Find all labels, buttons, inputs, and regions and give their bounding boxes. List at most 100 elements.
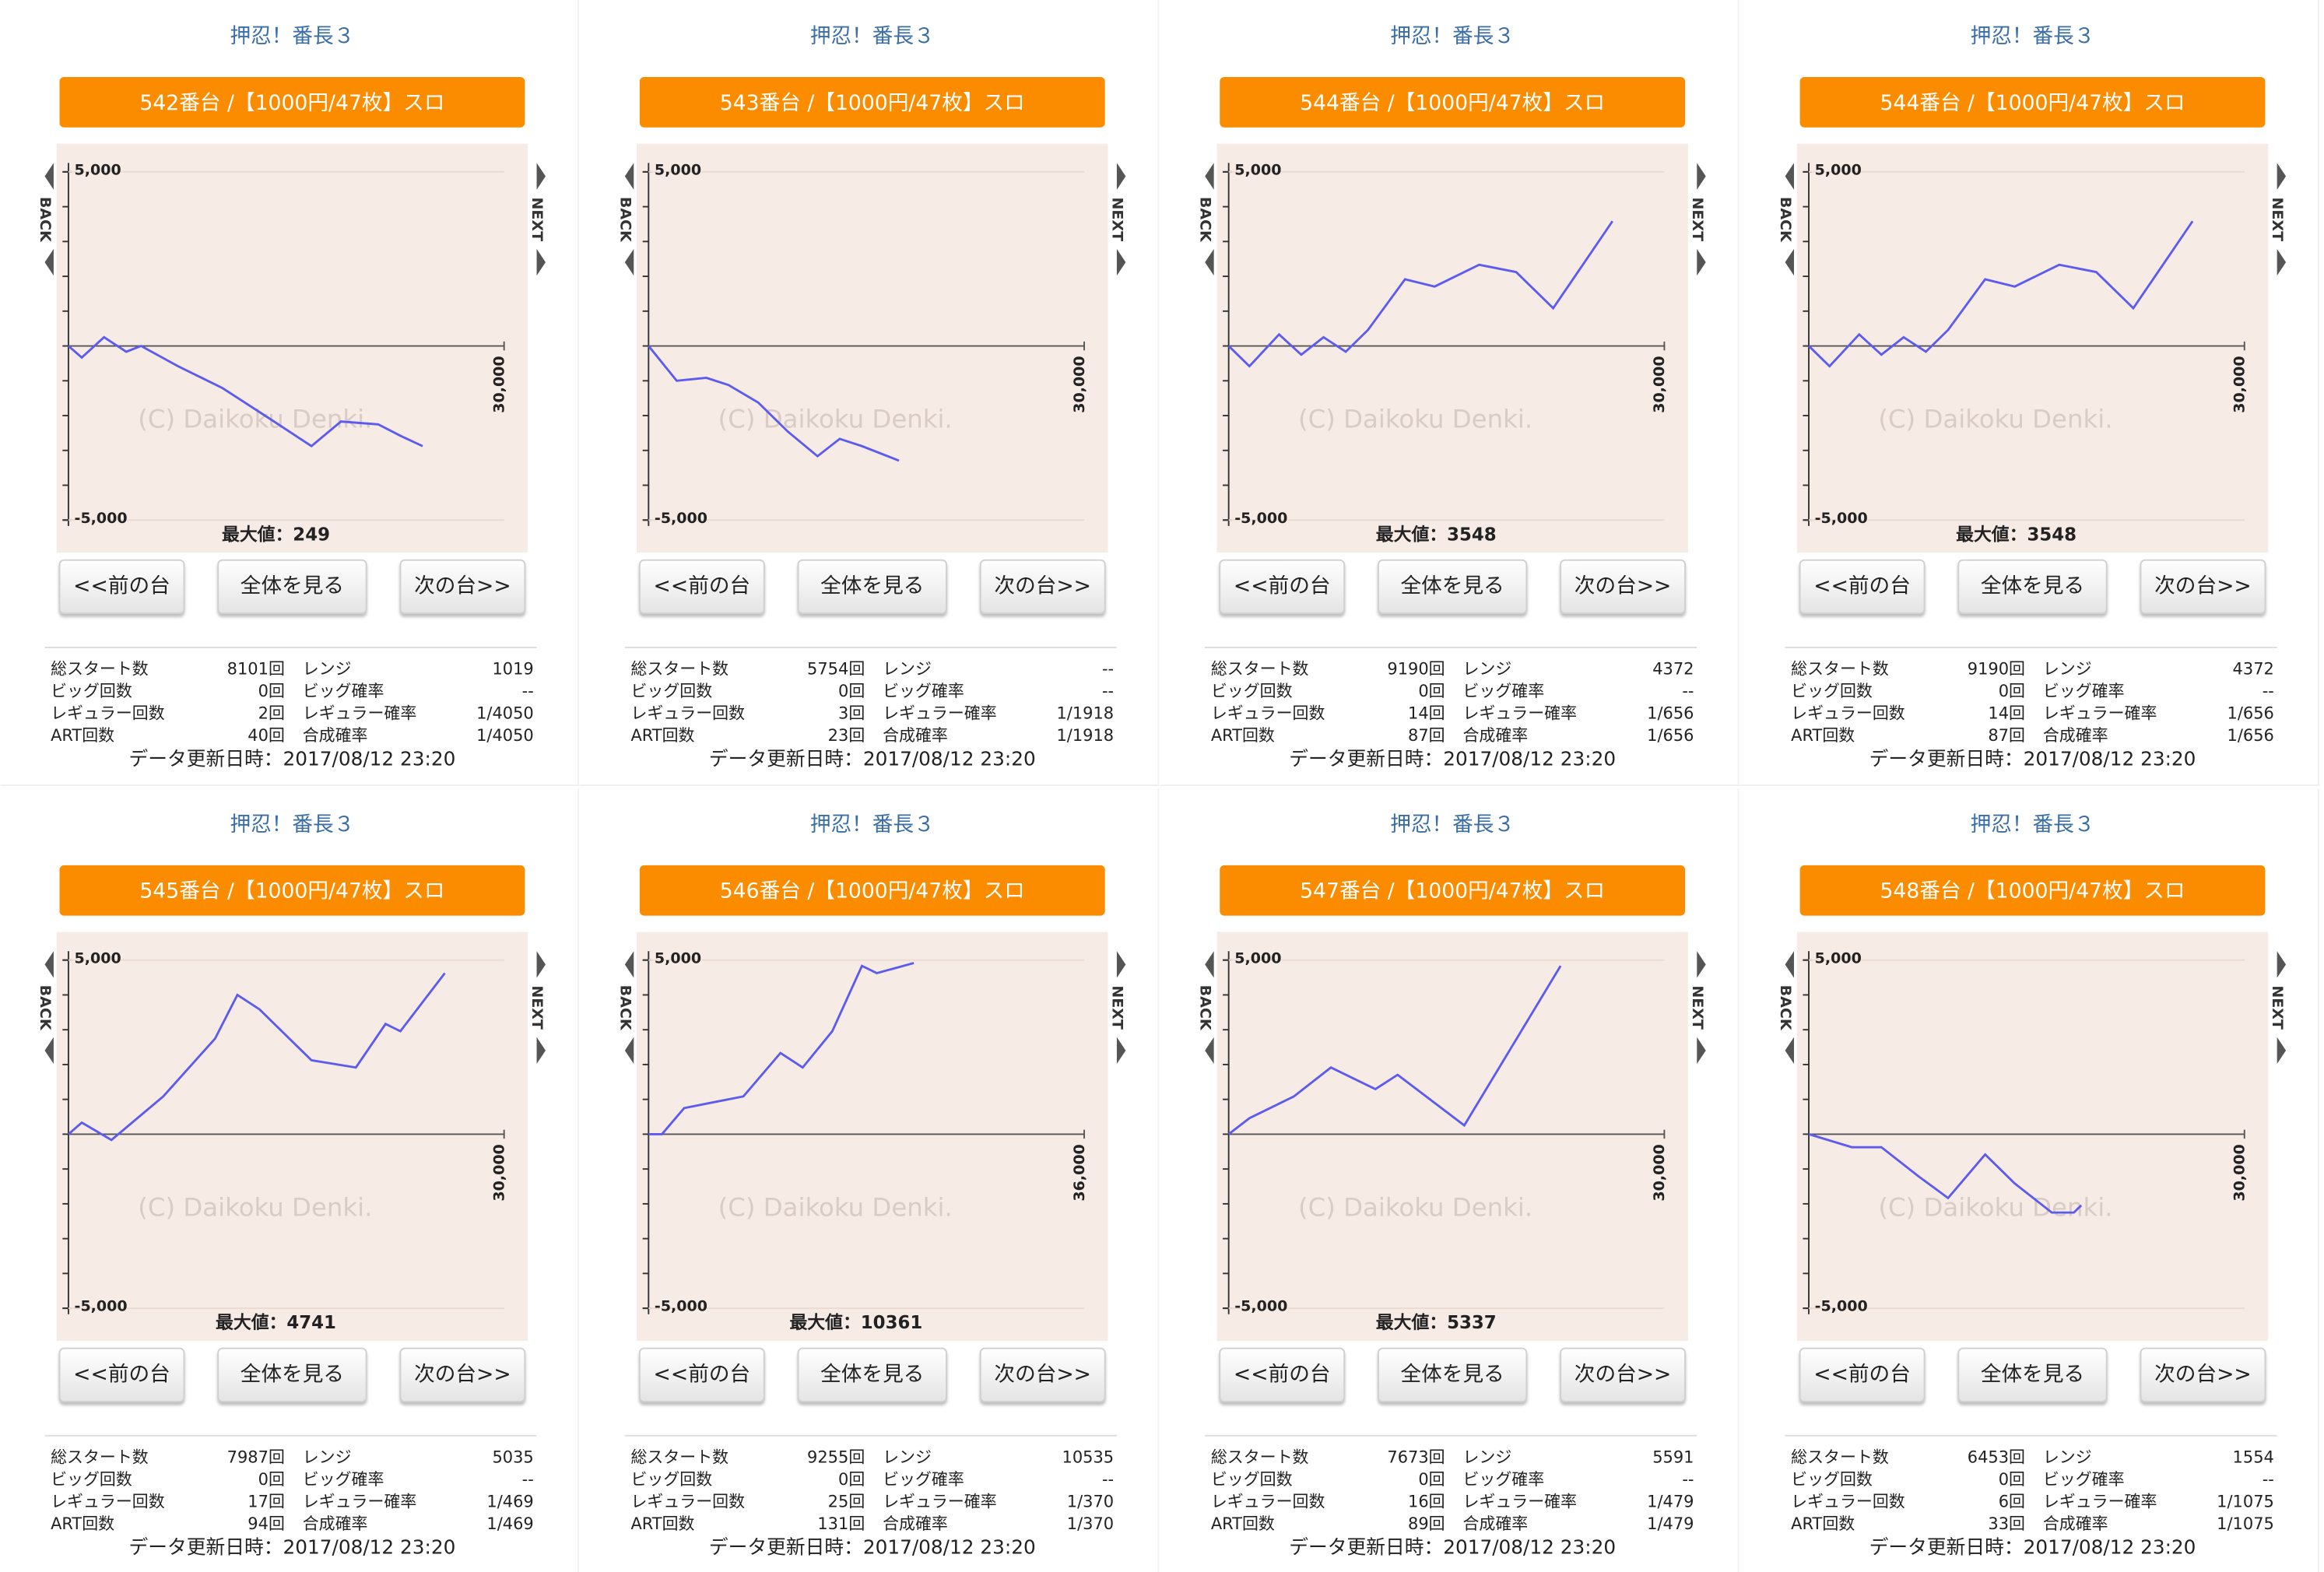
next-arrow[interactable] [1697, 248, 1706, 276]
back-label[interactable]: BACK [616, 985, 634, 1031]
nav-button-label[interactable]: 全体を見る [240, 1362, 344, 1386]
nav-button[interactable] [638, 1347, 765, 1403]
nav-button-label[interactable]: 全体を見る [240, 574, 344, 598]
nav-button-label[interactable]: 次の台>> [414, 574, 511, 598]
nav-button[interactable] [1560, 1347, 1687, 1403]
nav-button[interactable] [797, 1347, 947, 1403]
nav-button[interactable] [399, 559, 526, 615]
back-label[interactable]: BACK [1197, 985, 1214, 1031]
nav-button-label[interactable]: 次の台>> [414, 1362, 511, 1386]
nav-button-label[interactable]: 全体を見る [1401, 574, 1504, 598]
nav-button-label[interactable]: 次の台>> [994, 1362, 1091, 1386]
nav-button-label[interactable]: 次の台>> [2154, 1362, 2252, 1386]
nav-button-label[interactable]: <<前の台 [73, 1362, 170, 1386]
nav-button-label[interactable]: 次の台>> [2154, 574, 2252, 598]
next-arrow[interactable] [536, 163, 546, 190]
back-arrow[interactable] [1785, 163, 1794, 190]
back-label[interactable]: BACK [37, 197, 54, 243]
back-arrow[interactable] [44, 951, 54, 978]
nav-button[interactable] [1378, 559, 1528, 615]
next-label[interactable]: NEXT [1689, 985, 1706, 1030]
nav-button-label[interactable]: <<前の台 [73, 574, 170, 598]
back-arrow[interactable] [624, 1037, 634, 1064]
next-arrow[interactable] [1697, 951, 1706, 978]
next-arrow[interactable] [2277, 248, 2287, 276]
nav-button[interactable] [1799, 559, 1926, 615]
back-arrow[interactable] [1205, 248, 1214, 276]
next-arrow[interactable] [536, 1037, 546, 1064]
nav-button[interactable] [1957, 1347, 2108, 1403]
next-label[interactable]: NEXT [2269, 985, 2286, 1030]
data-line [1227, 965, 1562, 1135]
next-label[interactable]: NEXT [1108, 197, 1125, 241]
nav-button[interactable] [58, 559, 185, 615]
nav-button-label[interactable]: 次の台>> [1574, 574, 1672, 598]
nav-button[interactable] [217, 559, 367, 615]
nav-button[interactable] [1560, 559, 1687, 615]
nav-button-label[interactable]: 全体を見る [820, 1362, 924, 1386]
nav-button[interactable] [1957, 559, 2108, 615]
nav-button-label[interactable]: 次の台>> [1574, 1362, 1672, 1386]
back-label[interactable]: BACK [1197, 197, 1214, 243]
nav-button[interactable] [1378, 1347, 1528, 1403]
back-arrow[interactable] [44, 248, 54, 276]
back-arrow[interactable] [1205, 163, 1214, 190]
nav-button[interactable] [217, 1347, 367, 1403]
next-arrow[interactable] [1116, 951, 1126, 978]
back-label[interactable]: BACK [1777, 985, 1794, 1031]
back-arrow[interactable] [44, 1037, 54, 1064]
nav-button[interactable] [399, 1347, 526, 1403]
back-arrow[interactable] [1785, 951, 1794, 978]
stat-value: 1/4050 [476, 726, 534, 745]
nav-button-label[interactable]: <<前の台 [654, 1362, 751, 1386]
back-arrow[interactable] [44, 163, 54, 190]
next-label[interactable]: NEXT [528, 197, 546, 241]
back-arrow[interactable] [624, 248, 634, 276]
nav-button[interactable] [1799, 1347, 1926, 1403]
next-arrow[interactable] [2277, 1037, 2287, 1064]
back-arrow[interactable] [1205, 1037, 1214, 1064]
nav-button-label[interactable]: <<前の台 [654, 574, 751, 598]
back-arrow[interactable] [624, 163, 634, 190]
next-arrow[interactable] [2277, 951, 2287, 978]
next-arrow[interactable] [1116, 163, 1126, 190]
back-arrow[interactable] [624, 951, 634, 978]
next-label[interactable]: NEXT [1108, 985, 1125, 1030]
nav-button-label[interactable]: 全体を見る [1981, 574, 2084, 598]
data-line [648, 962, 915, 1135]
next-label[interactable]: NEXT [2269, 197, 2286, 241]
next-arrow[interactable] [1116, 248, 1126, 276]
nav-button[interactable] [2140, 1347, 2266, 1403]
nav-button-label[interactable]: <<前の台 [1234, 574, 1331, 598]
nav-button[interactable] [58, 1347, 185, 1403]
next-arrow[interactable] [536, 951, 546, 978]
back-label[interactable]: BACK [616, 197, 634, 243]
next-label[interactable]: NEXT [1689, 197, 1706, 241]
nav-button-label[interactable]: 全体を見る [820, 574, 924, 598]
stat-value: 1019 [492, 660, 533, 679]
nav-button[interactable] [1219, 559, 1346, 615]
back-arrow[interactable] [1785, 248, 1794, 276]
next-arrow[interactable] [1697, 163, 1706, 190]
next-arrow[interactable] [1697, 1037, 1706, 1064]
next-arrow[interactable] [1116, 1037, 1126, 1064]
back-arrow[interactable] [1785, 1037, 1794, 1064]
nav-button-label[interactable]: <<前の台 [1813, 574, 1911, 598]
next-label[interactable]: NEXT [528, 985, 546, 1030]
nav-button[interactable] [797, 559, 947, 615]
nav-button[interactable] [1219, 1347, 1346, 1403]
nav-button-label[interactable]: 全体を見る [1401, 1362, 1504, 1386]
nav-button-label[interactable]: 次の台>> [994, 574, 1091, 598]
next-arrow[interactable] [2277, 163, 2287, 190]
next-arrow[interactable] [536, 248, 546, 276]
back-arrow[interactable] [1205, 951, 1214, 978]
back-label[interactable]: BACK [1777, 197, 1794, 243]
nav-button[interactable] [2140, 559, 2266, 615]
nav-button[interactable] [979, 559, 1106, 615]
nav-button-label[interactable]: 全体を見る [1981, 1362, 2084, 1386]
nav-button[interactable] [638, 559, 765, 615]
nav-button-label[interactable]: <<前の台 [1813, 1362, 1911, 1386]
back-label[interactable]: BACK [37, 985, 54, 1031]
nav-button-label[interactable]: <<前の台 [1234, 1362, 1331, 1386]
nav-button[interactable] [979, 1347, 1106, 1403]
